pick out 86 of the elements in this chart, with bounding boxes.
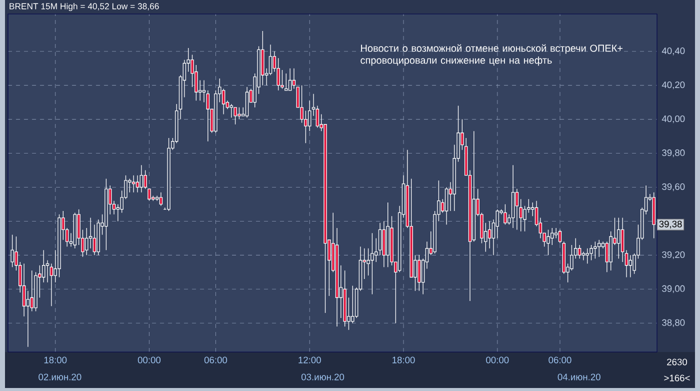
candlestick xyxy=(104,178,108,250)
candlestick xyxy=(546,229,550,256)
candlestick xyxy=(366,248,370,276)
candlestick xyxy=(159,192,163,206)
candlestick xyxy=(288,68,292,91)
candlestick xyxy=(10,234,14,268)
candlestick xyxy=(261,30,264,86)
candlestick xyxy=(300,84,304,124)
candlestick xyxy=(378,222,382,256)
candlestick xyxy=(140,164,144,193)
candlestick xyxy=(308,100,312,132)
candlestick xyxy=(578,244,582,259)
candlestick xyxy=(155,195,159,202)
candlestick xyxy=(167,138,170,212)
candlestick xyxy=(418,254,421,292)
candlestick xyxy=(374,238,378,262)
text: 2630 xyxy=(667,358,688,366)
candlestick xyxy=(88,217,92,249)
candlestick xyxy=(316,105,320,128)
y-tick-label: 39,60 xyxy=(662,183,685,192)
candlestick xyxy=(617,217,620,259)
candlestick xyxy=(202,80,206,103)
y-tick-label: 40,20 xyxy=(662,81,685,90)
candlestick xyxy=(292,68,296,90)
x-tick-label: 00:00 xyxy=(138,356,161,364)
y-tick-label: 40,00 xyxy=(662,115,685,124)
candlestick xyxy=(222,88,226,115)
candlestick xyxy=(558,229,562,244)
annotation: 39,38 xyxy=(659,220,682,228)
candlestick xyxy=(594,241,597,259)
candlestick xyxy=(582,251,586,261)
text: 02.июн.20 xyxy=(38,374,82,380)
candlestick xyxy=(586,248,589,264)
candlestick xyxy=(652,192,656,239)
candlestick xyxy=(624,250,628,278)
text: >166< xyxy=(664,374,690,382)
candlestick xyxy=(50,263,54,306)
candlestick xyxy=(472,130,476,242)
candlestick xyxy=(410,178,413,278)
candlestick xyxy=(515,188,519,230)
candlestick xyxy=(496,208,500,239)
candlestick xyxy=(382,220,386,268)
candlestick xyxy=(590,244,593,261)
candlestick xyxy=(511,164,515,228)
y-tick-label: 39,80 xyxy=(662,149,685,158)
candlestick xyxy=(304,110,308,144)
x-tick-label: 18:00 xyxy=(44,356,67,364)
chart-title: BRENT 15M High = 40,52 Low = 38,66 xyxy=(10,2,159,12)
candlestick xyxy=(58,214,61,278)
candlestick xyxy=(550,228,554,246)
candlestick xyxy=(620,217,624,262)
x-tick-label: 06:00 xyxy=(204,356,228,364)
candlestick xyxy=(343,270,346,327)
y-tick-label: 40,40 xyxy=(662,48,685,56)
candlestick xyxy=(268,44,272,76)
candlestick xyxy=(523,206,526,232)
text: 03.июн.20 xyxy=(301,374,344,380)
y-tick-label: 38,80 xyxy=(662,319,685,327)
candlestick xyxy=(386,202,390,268)
candlestick xyxy=(238,107,241,120)
candlestick xyxy=(42,250,46,283)
candlestick xyxy=(488,220,492,249)
candlestick xyxy=(504,204,507,225)
candlestick xyxy=(245,86,249,118)
candlestick xyxy=(280,70,284,90)
candlestick xyxy=(284,73,288,91)
candlestick xyxy=(597,240,601,258)
candlestick xyxy=(276,58,280,91)
y-tick-label: 39,00 xyxy=(662,285,685,293)
candlestick xyxy=(22,263,26,317)
candlestick xyxy=(370,232,374,295)
candlestick xyxy=(570,244,574,271)
candlestick xyxy=(92,224,96,256)
x-tick-label: 12:00 xyxy=(298,356,321,364)
text: 04.июн.20 xyxy=(558,374,600,380)
candlestick xyxy=(324,124,327,314)
y-tick-label: 39,20 xyxy=(662,251,685,260)
annotation: Новости о возможной отмене июньской встречи ОПЕК+ спровоцировали снижение цен на нефть xyxy=(360,44,623,66)
candlestick xyxy=(206,90,210,142)
candlestick xyxy=(609,231,612,271)
candlestick xyxy=(444,186,448,225)
x-tick-label: 06:00 xyxy=(548,356,572,364)
candlestick xyxy=(351,285,354,324)
x-tick-label: 00:00 xyxy=(486,356,509,364)
x-tick-label: 18:00 xyxy=(392,356,415,364)
candlestick xyxy=(335,228,339,327)
